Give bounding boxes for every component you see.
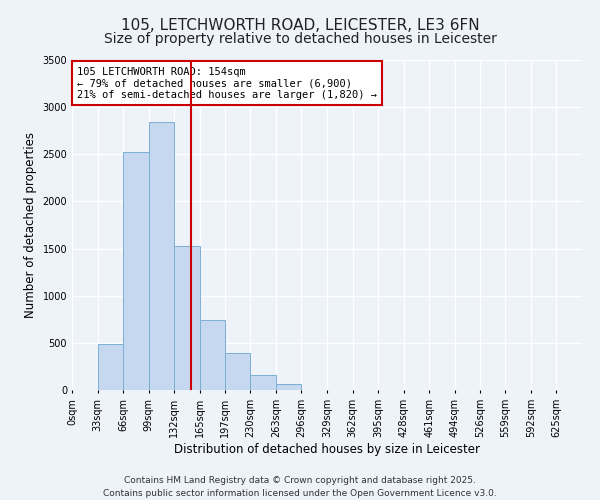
Text: Size of property relative to detached houses in Leicester: Size of property relative to detached ho…: [104, 32, 496, 46]
Text: 105, LETCHWORTH ROAD, LEICESTER, LE3 6FN: 105, LETCHWORTH ROAD, LEICESTER, LE3 6FN: [121, 18, 479, 32]
Bar: [175, 246, 200, 390]
Bar: [98, 344, 123, 390]
Bar: [200, 320, 226, 390]
X-axis label: Distribution of detached houses by size in Leicester: Distribution of detached houses by size …: [174, 442, 480, 456]
Bar: [250, 376, 276, 390]
Bar: [149, 122, 175, 390]
Bar: [123, 152, 149, 390]
Bar: [224, 353, 250, 390]
Text: Contains HM Land Registry data © Crown copyright and database right 2025.
Contai: Contains HM Land Registry data © Crown c…: [103, 476, 497, 498]
Text: 105 LETCHWORTH ROAD: 154sqm
← 79% of detached houses are smaller (6,900)
21% of : 105 LETCHWORTH ROAD: 154sqm ← 79% of det…: [77, 66, 377, 100]
Bar: [276, 384, 301, 390]
Y-axis label: Number of detached properties: Number of detached properties: [24, 132, 37, 318]
